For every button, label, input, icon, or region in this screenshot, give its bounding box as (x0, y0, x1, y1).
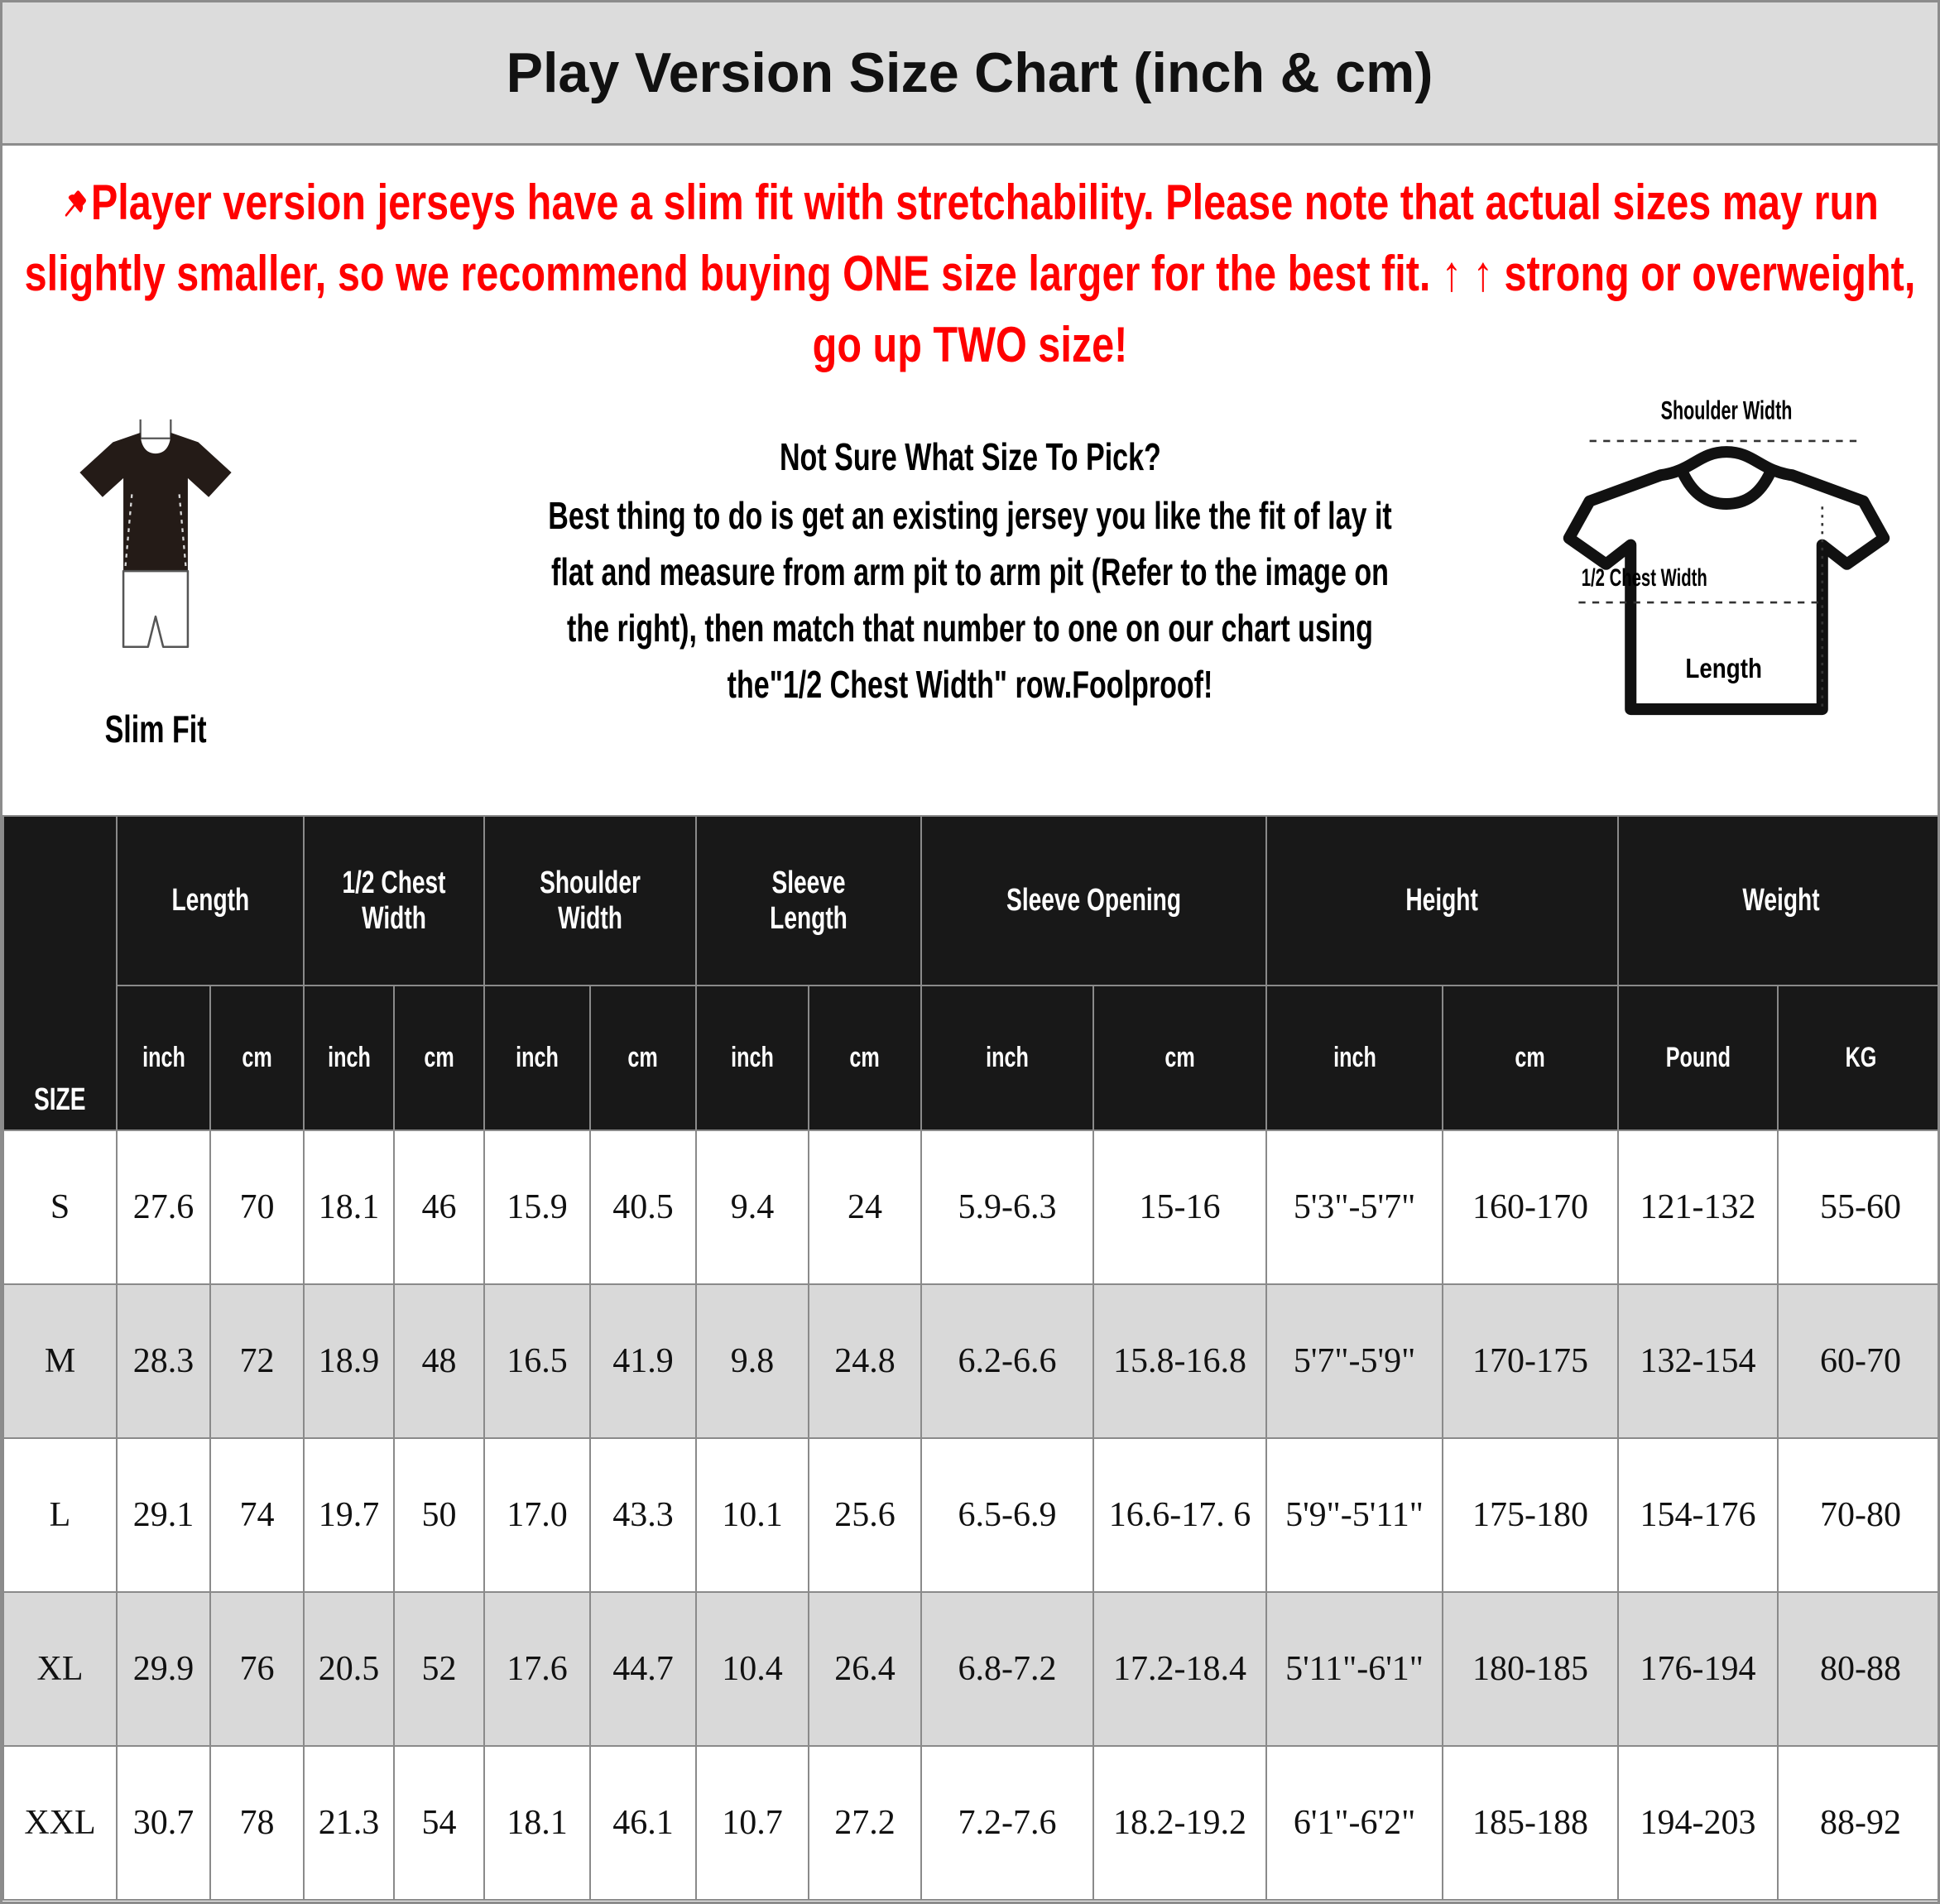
svg-text:1/2 Chest Width: 1/2 Chest Width (1582, 564, 1707, 592)
svg-text:Shoulder Width: Shoulder Width (1661, 397, 1793, 424)
svg-text:Length: Length (1685, 654, 1762, 684)
